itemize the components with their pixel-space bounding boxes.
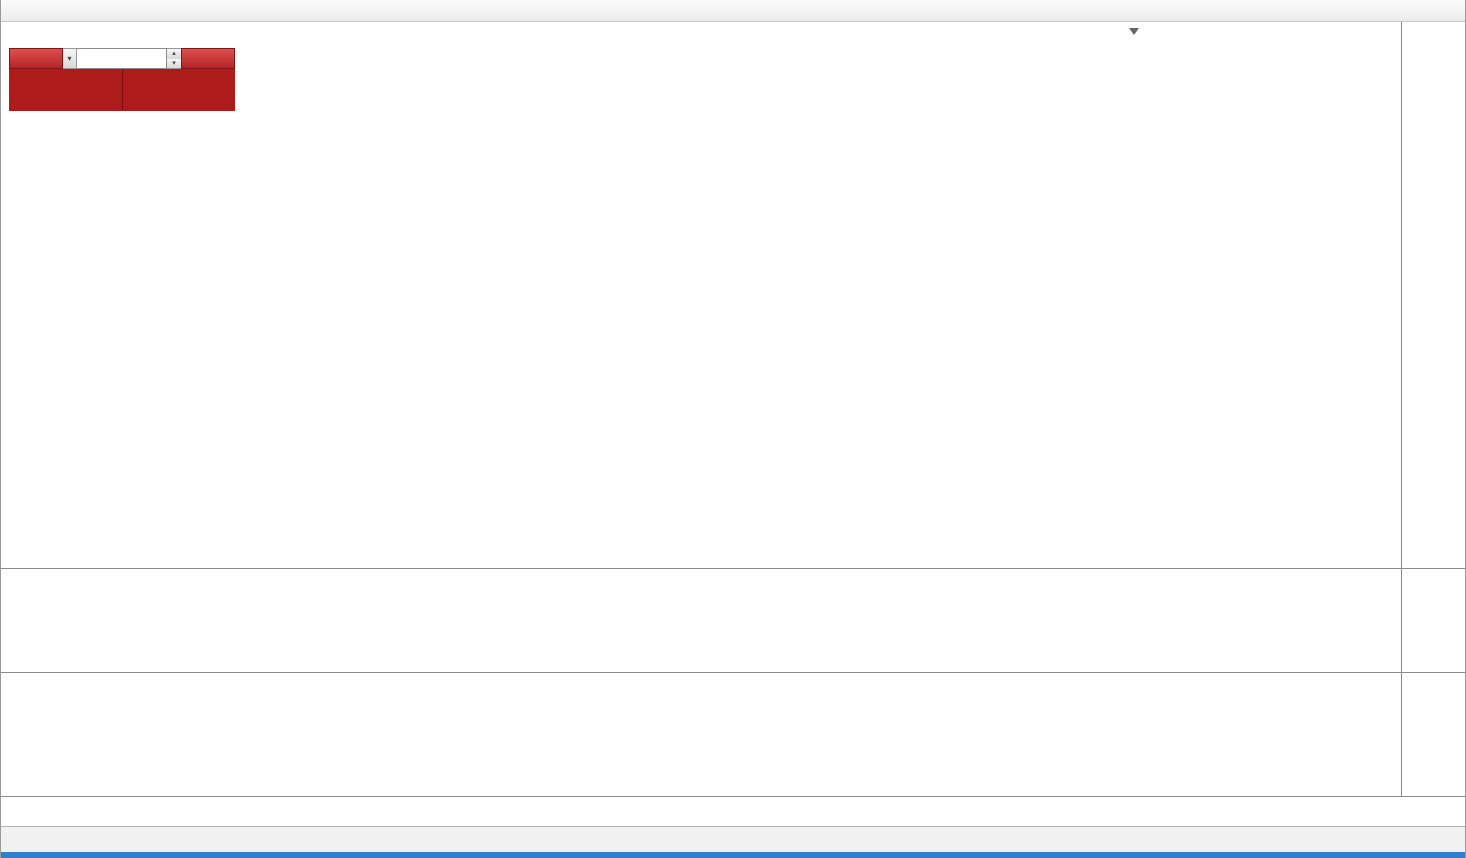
volume-dropdown-button[interactable]: ▾ [63,48,77,69]
chart-tab-bar [1,826,1465,852]
macd-indicator-panel [1,568,1465,672]
volume-input[interactable] [77,48,167,69]
chevron-up-icon: ▴ [167,49,181,59]
chevron-down-icon: ▾ [67,54,72,63]
price-chart-canvas[interactable] [1,22,1401,568]
rsi-indicator-panel [1,672,1465,796]
price-scale-divider [1401,22,1402,796]
timeframe-toolbar [1,0,1465,22]
buy-button[interactable] [181,48,235,69]
macd-label [7,572,15,584]
taskbar-strip [1,852,1465,858]
rsi-label [7,676,11,688]
macd-canvas [1,569,1401,672]
sell-price-display[interactable] [9,69,123,111]
sell-button[interactable] [9,48,63,69]
price-chart-panel: ▾ ▴ ▾ [1,22,1465,581]
chevron-down-icon: ▾ [167,58,181,68]
one-click-trading-panel: ▾ ▴ ▾ [9,48,235,111]
rsi-canvas [1,673,1401,796]
volume-stepper[interactable]: ▴ ▾ [167,48,181,69]
time-axis [1,796,1465,826]
chart-shift-marker-icon [1129,28,1139,35]
buy-price-display[interactable] [122,69,235,111]
chart-title [9,27,19,39]
